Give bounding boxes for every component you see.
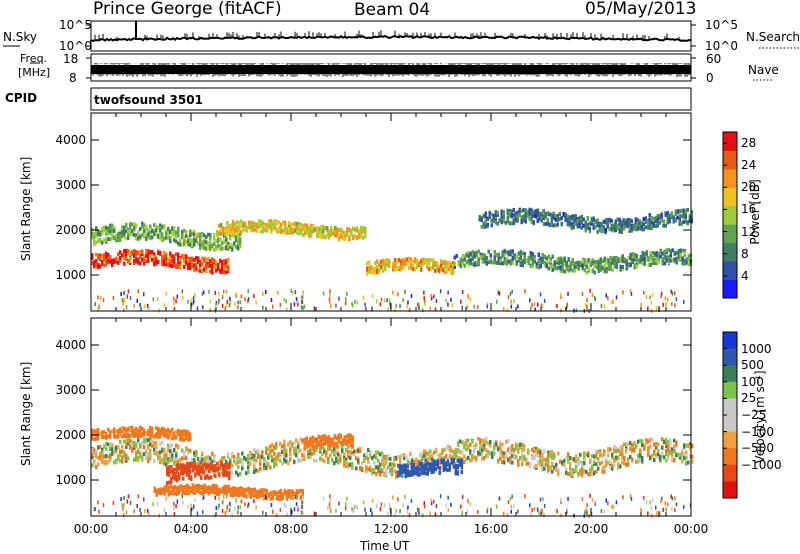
nsky-label: N.Sky xyxy=(3,30,38,44)
ytick-label-1-1: 2000 xyxy=(55,428,86,442)
velocity-panel xyxy=(90,317,694,518)
power-cbar-tick-3: 16 xyxy=(741,202,757,217)
ytick-label-1-0: 1000 xyxy=(55,473,86,487)
data-region-3 xyxy=(366,256,455,276)
freq-tick-lo: 8 xyxy=(69,71,77,85)
power-cbar-tick-4: 20 xyxy=(741,180,757,195)
freq-label-line2: [MHz] xyxy=(18,66,51,79)
power-panel-frame xyxy=(90,112,692,312)
velocity-cbar-tick-5: −100 xyxy=(741,424,774,439)
velocity-swatch-4 xyxy=(723,398,737,416)
freq-tick-hi: 18 xyxy=(63,52,79,66)
velocity-cbar-tick-6: −500 xyxy=(741,441,774,456)
power-panel xyxy=(90,112,693,313)
power-swatch-0 xyxy=(723,279,737,299)
power-swatch-6 xyxy=(723,168,737,188)
freq-label-line1: Freq. xyxy=(20,52,48,65)
nave-tick-hi: 60 xyxy=(706,52,722,66)
velocity-colorbar xyxy=(722,331,738,499)
velocity-swatch-8 xyxy=(723,464,737,482)
power-colorbar xyxy=(722,131,738,299)
xtick-label-6: 00:00 xyxy=(673,522,709,536)
noise-trace xyxy=(90,34,692,43)
noise-tick-hi: 10^5 xyxy=(59,18,92,32)
xtick-label-3: 12:00 xyxy=(373,522,409,536)
power-swatch-5 xyxy=(723,187,737,207)
noise-tick-lo: 10^0 xyxy=(59,39,92,53)
xtick-label-0: 00:00 xyxy=(73,522,109,536)
frequency-trace xyxy=(91,65,691,74)
power-swatch-8 xyxy=(723,132,737,151)
station-title: Prince George (fitACF) xyxy=(93,0,282,19)
data-region-5 xyxy=(478,207,693,235)
data-region-2 xyxy=(216,219,367,242)
data-region-0 xyxy=(91,248,230,275)
ytick-label-1-2: 3000 xyxy=(55,383,86,397)
velocity-swatch-3 xyxy=(723,381,737,399)
summary-strips xyxy=(3,20,800,111)
data-region-5 xyxy=(398,458,463,479)
beam-label: Beam 04 xyxy=(354,0,431,20)
power-ylabel: Slant Range [km] xyxy=(19,156,33,261)
power-swatch-1 xyxy=(723,261,737,280)
power-cbar-tick-5: 24 xyxy=(741,158,757,173)
noise-tick-hi-right: 10^5 xyxy=(705,18,738,32)
time-axis-label: Time UT xyxy=(360,539,410,553)
velocity-swatch-6 xyxy=(723,431,737,449)
xtick-label-1: 04:00 xyxy=(173,522,209,536)
velocity-cbar-tick-0: 1000 xyxy=(741,341,772,356)
velocity-swatch-5 xyxy=(723,415,737,433)
ytick-label-0-3: 4000 xyxy=(55,133,86,147)
ytick-label-0-1: 2000 xyxy=(55,223,86,237)
cpid-value: twofsound 3501 xyxy=(94,93,203,107)
nsearch-label: N.Search xyxy=(746,30,800,44)
velocity-swatch-9 xyxy=(723,481,737,499)
power-swatch-2 xyxy=(723,242,737,262)
ytick-label-0-2: 3000 xyxy=(55,178,86,192)
data-region-3 xyxy=(166,460,231,486)
xtick-label-5: 20:00 xyxy=(573,522,609,536)
velocity-cbar-tick-3: 25 xyxy=(741,391,757,406)
date-label: 05/May/2013 xyxy=(585,0,697,19)
velocity-cbar-tick-2: 100 xyxy=(741,374,764,389)
power-swatch-4 xyxy=(723,205,737,225)
nave-label: Nave xyxy=(748,63,779,77)
power-scatter xyxy=(91,207,693,313)
ytick-label-0-0: 1000 xyxy=(55,268,86,282)
velocity-cbar-tick-7: −1000 xyxy=(741,457,782,472)
velocity-cbar-tick-1: 500 xyxy=(741,358,764,373)
data-region-4 xyxy=(303,433,354,451)
power-cbar-tick-0: 4 xyxy=(741,268,749,283)
velocity-swatch-7 xyxy=(723,448,737,466)
xtick-label-4: 16:00 xyxy=(473,522,509,536)
noise-spikes xyxy=(90,30,680,40)
nave-tick-lo: 0 xyxy=(706,71,714,85)
power-cbar-tick-6: 28 xyxy=(741,136,757,151)
velocity-swatch-2 xyxy=(723,365,737,383)
velocity-ylabel: Slant Range [km] xyxy=(19,361,33,466)
power-swatch-3 xyxy=(723,224,737,244)
data-region-4 xyxy=(453,248,692,275)
data-region-2 xyxy=(153,483,304,501)
data-region-1 xyxy=(91,425,192,442)
velocity-swatch-1 xyxy=(723,348,737,366)
cpid-label: CPID xyxy=(5,91,38,105)
xtick-label-2: 08:00 xyxy=(273,522,309,536)
power-cbar-tick-2: 12 xyxy=(741,224,757,239)
frequency-jitter xyxy=(90,63,690,77)
noise-tick-lo-right: 10^0 xyxy=(705,39,738,53)
ytick-label-1-3: 4000 xyxy=(55,338,86,352)
velocity-scatter xyxy=(91,425,694,518)
power-swatch-7 xyxy=(723,150,737,170)
velocity-cbar-tick-4: −25 xyxy=(741,408,767,422)
power-cbar-tick-1: 8 xyxy=(741,246,749,261)
velocity-swatch-0 xyxy=(723,332,737,350)
